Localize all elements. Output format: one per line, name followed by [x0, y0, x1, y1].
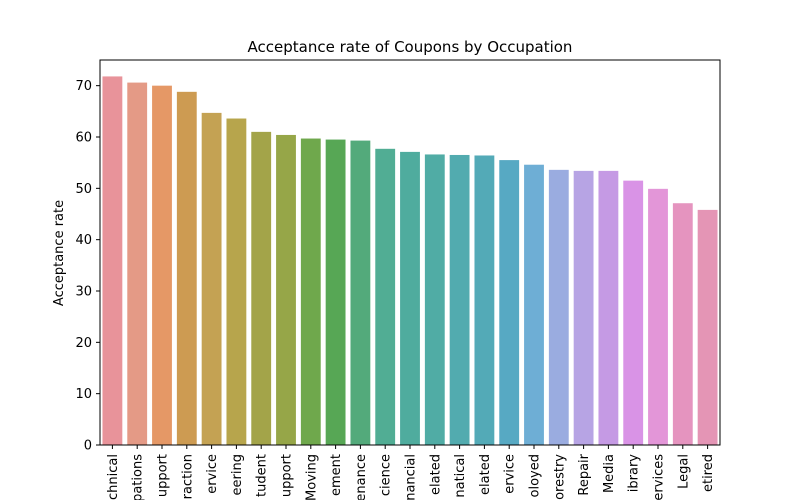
bar-12 — [400, 151, 420, 446]
y-tick-label-4: 40 — [75, 233, 92, 248]
bar-group — [102, 76, 718, 446]
bar-5 — [226, 118, 247, 446]
x-tick-label-12: nancial — [404, 454, 419, 500]
y-tick-label-7: 70 — [75, 79, 92, 94]
bar-21 — [623, 180, 644, 445]
x-tick-label-18: orestry — [552, 454, 567, 500]
x-tick-label-15: elated — [478, 454, 493, 495]
bar-8 — [300, 138, 321, 446]
x-tick-label-2: upport — [156, 454, 171, 497]
x-tick-label-22: ervices — [652, 454, 667, 500]
x-tick-label-11: cience — [379, 454, 394, 496]
bar-16 — [499, 160, 520, 445]
chart-title: Acceptance rate of Coupons by Occupation — [248, 38, 573, 56]
x-tick-label-3: raction — [180, 454, 195, 499]
y-tick-label-3: 30 — [75, 285, 92, 300]
x-tick-label-1: pations — [131, 454, 146, 500]
bar-15 — [474, 155, 495, 446]
bar-4 — [201, 112, 222, 445]
bar-11 — [375, 148, 396, 445]
y-tick-label-2: 20 — [75, 336, 92, 351]
x-tick-label-7: upport — [280, 454, 295, 497]
y-tick-label-1: 10 — [75, 387, 92, 402]
y-tick-label-0: 0 — [84, 439, 92, 454]
y-axis-label: Acceptance rate — [52, 200, 67, 306]
plot-frame — [99, 59, 721, 446]
bar-13 — [424, 154, 445, 445]
x-tick-label-19: Repair — [577, 453, 592, 495]
x-tick-label-16: ervice — [503, 454, 518, 494]
bar-10 — [350, 140, 371, 446]
x-tick-label-13: elated — [428, 454, 443, 495]
x-tick-label-17: oloyed — [528, 454, 543, 497]
bar-7 — [276, 134, 296, 446]
bar-2 — [152, 85, 172, 446]
bar-3 — [176, 91, 197, 446]
bar-14 — [449, 154, 470, 445]
x-tick-label-0: chnical — [106, 454, 121, 500]
bar-0 — [102, 76, 123, 445]
bar-1 — [127, 82, 148, 445]
x-tick-label-6: tudent — [255, 454, 270, 497]
x-tick-label-5: eering — [230, 454, 245, 495]
bar-23 — [672, 203, 693, 445]
bar-24 — [697, 209, 718, 445]
x-tick-label-8: Moving — [304, 454, 319, 500]
bar-17 — [524, 164, 544, 445]
x-tick-label-4: ervice — [205, 454, 220, 494]
bar-9 — [325, 139, 346, 446]
y-tick-label-6: 60 — [75, 131, 92, 146]
bar-20 — [598, 170, 619, 445]
bar-6 — [251, 131, 272, 445]
x-tick-label-24: etired — [701, 454, 716, 492]
x-axis: chnical pations upport raction ervice eering t… — [106, 445, 716, 500]
bar-22 — [648, 188, 668, 445]
bar-18 — [548, 169, 569, 445]
bar-19 — [573, 170, 594, 445]
y-tick-label-5: 50 — [75, 182, 92, 197]
x-tick-label-21: ibrary — [627, 454, 642, 493]
y-axis: 0 10 20 30 40 50 60 70 — [75, 79, 100, 454]
x-tick-label-20: Media — [602, 454, 617, 493]
x-tick-label-9: ement — [329, 454, 344, 496]
x-tick-label-10: enance — [354, 454, 369, 500]
x-tick-label-14: natical — [453, 454, 468, 498]
x-tick-label-23: Legal — [676, 454, 691, 489]
